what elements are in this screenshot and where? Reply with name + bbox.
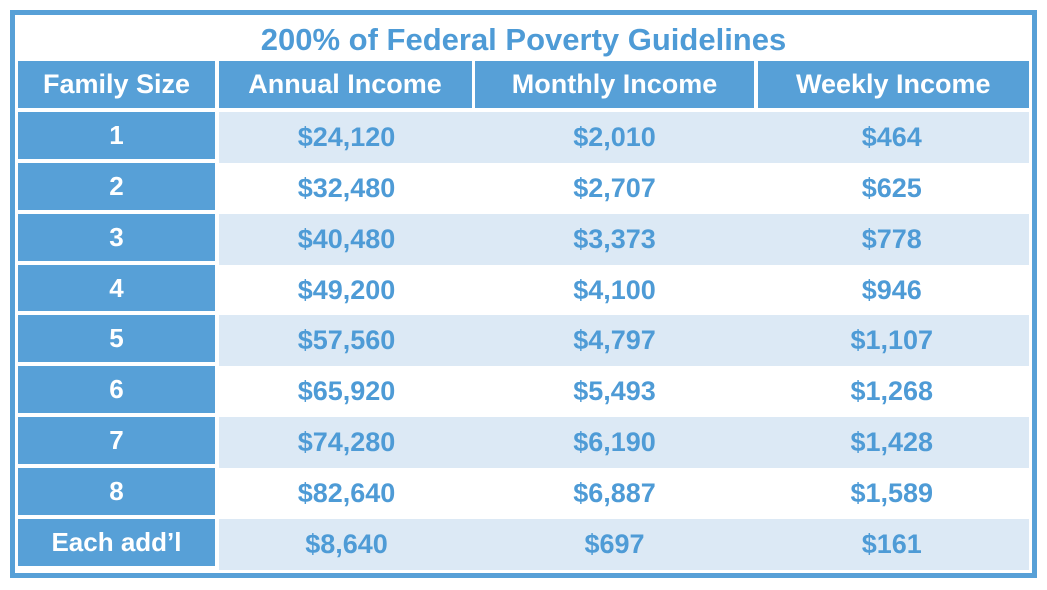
header-family-size: Family Size bbox=[18, 61, 215, 108]
row-band: $40,480 $3,373 $778 bbox=[218, 213, 1029, 265]
table-header-row: Family Size Annual Income Monthly Income… bbox=[18, 61, 1029, 108]
monthly-income-cell: $2,010 bbox=[573, 121, 656, 152]
weekly-income-cell: $1,589 bbox=[850, 478, 934, 509]
monthly-income-cell: $4,100 bbox=[573, 274, 656, 305]
table-row: Each add’l $8,640 $697 $161 bbox=[18, 519, 1029, 570]
family-size-cell: 5 bbox=[18, 315, 215, 363]
family-size-cell: 8 bbox=[18, 468, 215, 516]
weekly-income-cell: $778 bbox=[861, 223, 922, 254]
annual-income-cell: $57,560 bbox=[297, 325, 396, 356]
family-size-cell: 4 bbox=[18, 264, 215, 312]
table-row: 1 $24,120 $2,010 $464 bbox=[18, 111, 1029, 163]
row-band: $24,120 $2,010 $464 bbox=[218, 111, 1029, 163]
annual-income-cell: $82,640 bbox=[297, 478, 396, 509]
table-title: 200% of Federal Poverty Guidelines bbox=[260, 22, 787, 57]
weekly-income-cell: $464 bbox=[861, 121, 922, 152]
row-band: $8,640 $697 $161 bbox=[218, 519, 1029, 570]
weekly-income-cell: $1,107 bbox=[850, 325, 934, 356]
table-row: 6 $65,920 $5,493 $1,268 bbox=[18, 366, 1029, 418]
header-annual-income: Annual Income bbox=[218, 61, 472, 108]
row-band: $74,280 $6,190 $1,428 bbox=[218, 417, 1029, 469]
row-band: $57,560 $4,797 $1,107 bbox=[218, 315, 1029, 367]
row-band: $32,480 $2,707 $625 bbox=[218, 162, 1029, 214]
monthly-income-cell: $697 bbox=[584, 529, 645, 560]
table-row: 2 $32,480 $2,707 $625 bbox=[18, 162, 1029, 214]
monthly-income-cell: $2,707 bbox=[573, 172, 656, 203]
weekly-income-cell: $1,268 bbox=[850, 376, 934, 407]
row-band: $65,920 $5,493 $1,268 bbox=[218, 366, 1029, 418]
family-size-cell: 2 bbox=[18, 162, 215, 210]
table-row: 3 $40,480 $3,373 $778 bbox=[18, 213, 1029, 265]
poverty-guidelines-table: 200% of Federal Poverty Guidelines Famil… bbox=[10, 10, 1037, 578]
annual-income-cell: $24,120 bbox=[297, 121, 396, 152]
table-row: 5 $57,560 $4,797 $1,107 bbox=[18, 315, 1029, 367]
annual-income-cell: $40,480 bbox=[297, 223, 396, 254]
family-size-cell: 1 bbox=[18, 111, 215, 159]
row-band: $82,640 $6,887 $1,589 bbox=[218, 468, 1029, 520]
monthly-income-cell: $3,373 bbox=[573, 223, 656, 254]
family-size-cell: 6 bbox=[18, 366, 215, 414]
monthly-income-cell: $5,493 bbox=[573, 376, 656, 407]
annual-income-cell: $74,280 bbox=[297, 427, 396, 458]
weekly-income-cell: $1,428 bbox=[850, 427, 934, 458]
row-band: $49,200 $4,100 $946 bbox=[218, 264, 1029, 316]
table-row: 4 $49,200 $4,100 $946 bbox=[18, 264, 1029, 316]
annual-income-cell: $32,480 bbox=[297, 172, 396, 203]
annual-income-cell: $65,920 bbox=[297, 376, 396, 407]
annual-income-cell: $8,640 bbox=[305, 529, 388, 560]
annual-income-cell: $49,200 bbox=[297, 274, 396, 305]
monthly-income-cell: $6,190 bbox=[573, 427, 656, 458]
family-size-cell: 7 bbox=[18, 417, 215, 465]
weekly-income-cell: $625 bbox=[861, 172, 922, 203]
family-size-cell: 3 bbox=[18, 213, 215, 261]
table-row: 7 $74,280 $6,190 $1,428 bbox=[18, 417, 1029, 469]
weekly-income-cell: $161 bbox=[861, 529, 922, 560]
table-row: 8 $82,640 $6,887 $1,589 bbox=[18, 468, 1029, 520]
family-size-cell: Each add’l bbox=[18, 519, 215, 566]
monthly-income-cell: $4,797 bbox=[573, 325, 656, 356]
weekly-income-cell: $946 bbox=[861, 274, 922, 305]
header-monthly-income: Monthly Income bbox=[475, 61, 754, 108]
header-weekly-income: Weekly Income bbox=[757, 61, 1029, 108]
monthly-income-cell: $6,887 bbox=[573, 478, 656, 509]
